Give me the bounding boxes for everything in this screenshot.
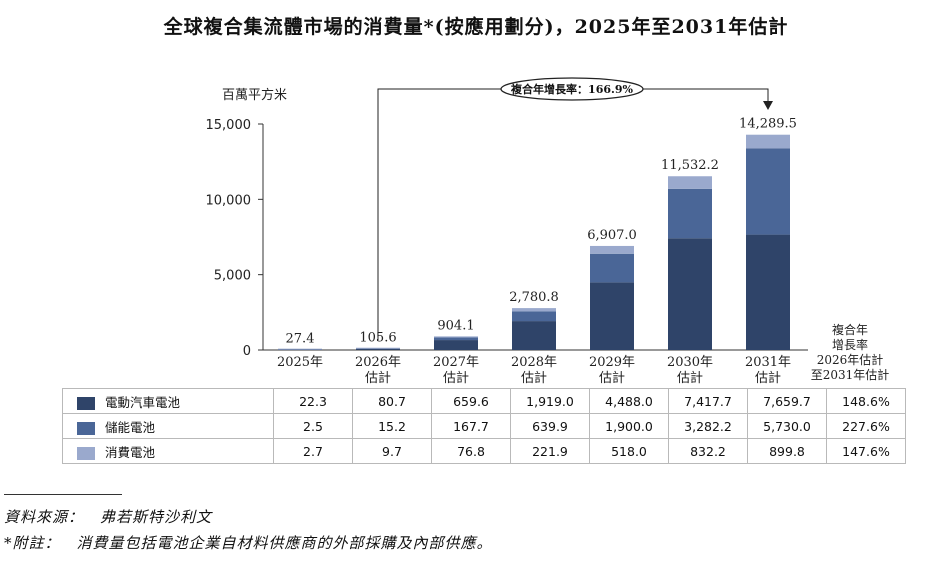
cagr-value: 147.6%: [826, 438, 906, 464]
bar-segment-ev: [356, 348, 400, 350]
x-tick-label: 2031年: [745, 355, 791, 370]
table-value: 2.7: [273, 438, 353, 464]
chart-area: 05,00010,00015,000百萬平方米27.42025年105.6202…: [206, 77, 890, 386]
cagr-header: 至2031年估計: [811, 367, 890, 382]
legend-label: 消費電池: [105, 444, 156, 460]
table-row-consumer: 消費電池 2.7 9.7 76.8 221.9 518.0 832.2 899.8 147.6%: [62, 438, 906, 464]
bar-segment-consumer: [434, 336, 478, 338]
table-value: 22.3: [273, 388, 353, 414]
table-value: 639.9: [510, 413, 590, 439]
cagr-badge: [500, 77, 644, 101]
bar-segment-storage: [668, 188, 712, 239]
cagr-header: 2026年估計: [817, 352, 884, 367]
legend-swatch: [77, 396, 95, 410]
table-value: 15.2: [352, 413, 432, 439]
x-tick-label: 估計: [599, 370, 625, 386]
x-tick-label: 估計: [755, 370, 781, 386]
y-tick-label: 0: [243, 344, 251, 359]
bar-segment-consumer: [512, 308, 556, 312]
legend-label: 儲能電池: [105, 419, 156, 435]
x-tick-label: 2029年: [589, 355, 635, 370]
table-value: 1,919.0: [510, 388, 590, 414]
bar-segment-storage: [512, 311, 556, 322]
table-value: 1,900.0: [589, 413, 669, 439]
y-axis-label: 百萬平方米: [222, 87, 287, 103]
legend-cell: 儲能電池: [62, 413, 274, 439]
cagr-header: 增長率: [832, 337, 868, 352]
legend-swatch: [77, 446, 95, 460]
x-tick-label: 估計: [521, 370, 547, 386]
cagr-value: 227.6%: [826, 413, 906, 439]
bar-segment-ev: [746, 234, 790, 350]
y-tick-label: 5,000: [214, 269, 251, 284]
legend-label: 電動汽車電池: [105, 394, 181, 410]
footnote-divider: [4, 494, 122, 495]
table-value: 167.7: [431, 413, 511, 439]
table-value: 80.7: [352, 388, 432, 414]
chart-title: 全球複合集流體市場的消費量*(按應用劃分)，2025年至2031年估計: [163, 16, 789, 38]
x-tick-label: 2027年: [433, 355, 479, 370]
legend-cell: 電動汽車電池: [62, 388, 274, 414]
table-value: 2.5: [273, 413, 353, 439]
cagr-header: 複合年: [832, 322, 868, 337]
x-tick-label: 2026年: [355, 355, 401, 370]
bar-segment-storage: [590, 253, 634, 283]
source-note: 資料來源： 弗若斯特沙利文: [4, 508, 213, 526]
cagr-arrowhead: [763, 101, 773, 110]
legend-cell: 消費電池: [62, 438, 274, 464]
table-value: 5,730.0: [747, 413, 827, 439]
bar-segment-storage: [746, 148, 790, 235]
table-value: 899.8: [747, 438, 827, 464]
x-tick-label: 2025年: [277, 355, 323, 370]
table-value: 3,282.2: [668, 413, 748, 439]
table-value: 9.7: [352, 438, 432, 464]
y-tick-label: 15,000: [206, 118, 252, 133]
bar-total-label: 2,780.8: [509, 290, 559, 305]
cagr-annotation: 複合年增長率：166.9%: [510, 82, 633, 96]
bar-segment-ev: [434, 340, 478, 350]
x-tick-label: 估計: [365, 370, 391, 386]
x-tick-label: 2030年: [667, 355, 713, 370]
bar-total-label: 904.1: [437, 318, 474, 333]
table-row-storage: 儲能電池 2.5 15.2 167.7 639.9 1,900.0 3,282.2 5,730…: [62, 413, 906, 439]
table-value: 518.0: [589, 438, 669, 464]
bar-segment-consumer: [746, 134, 790, 149]
cagr-value: 148.6%: [826, 388, 906, 414]
x-tick-label: 估計: [443, 370, 469, 386]
bar-segment-consumer: [668, 176, 712, 189]
bar-segment-consumer: [278, 348, 322, 350]
bar-segment-ev: [590, 282, 634, 350]
legend-swatch: [77, 421, 95, 435]
y-tick-label: 10,000: [206, 193, 252, 208]
bar-segment-storage: [434, 337, 478, 341]
table-value: 7,417.7: [668, 388, 748, 414]
table-value: 7,659.7: [747, 388, 827, 414]
table-row-ev: 電動汽車電池 22.3 80.7 659.6 1,919.0 4,488.0 7,417.7…: [62, 388, 906, 414]
bar-segment-ev: [668, 238, 712, 350]
bar-total-label: 14,289.5: [739, 117, 797, 132]
table-value: 221.9: [510, 438, 590, 464]
data-table: 電動汽車電池 22.3 80.7 659.6 1,919.0 4,488.0 7,417.7…: [62, 388, 906, 464]
footnote: *附註： 消費量包括電池企業自材料供應商的外部採購及內部供應。: [4, 534, 493, 552]
bar-segment-consumer: [356, 347, 400, 349]
table-value: 4,488.0: [589, 388, 669, 414]
table-value: 659.6: [431, 388, 511, 414]
bar-total-label: 6,907.0: [587, 228, 637, 243]
bar-total-label: 11,532.2: [661, 158, 719, 173]
table-value: 832.2: [668, 438, 748, 464]
bar-total-label: 27.4: [286, 332, 315, 347]
x-tick-label: 估計: [677, 370, 703, 386]
bar-segment-consumer: [590, 245, 634, 254]
bar-segment-ev: [512, 321, 556, 350]
table-value: 76.8: [431, 438, 511, 464]
x-tick-label: 2028年: [511, 355, 557, 370]
